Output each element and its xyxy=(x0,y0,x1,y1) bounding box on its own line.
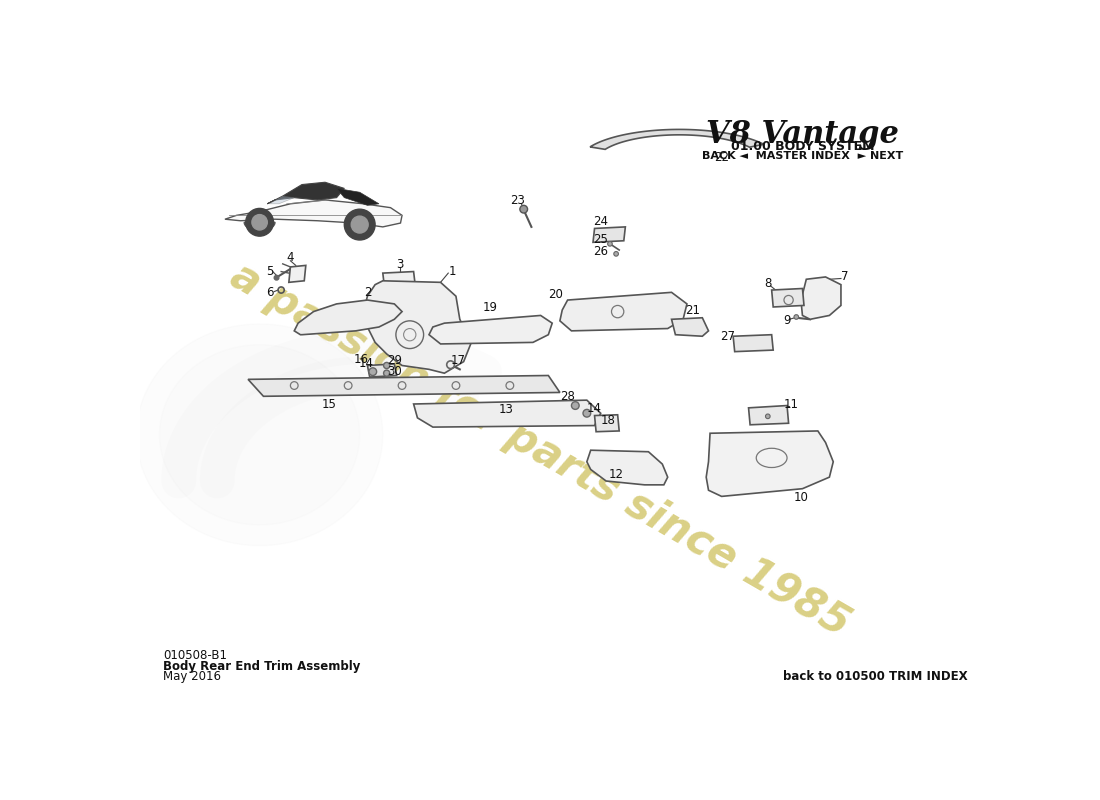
Circle shape xyxy=(607,242,613,246)
Text: 24: 24 xyxy=(593,215,608,228)
Circle shape xyxy=(583,410,591,417)
Text: 21: 21 xyxy=(685,303,701,317)
Text: a passion for parts since 1985: a passion for parts since 1985 xyxy=(223,255,858,646)
Polygon shape xyxy=(249,375,560,396)
Polygon shape xyxy=(267,182,344,204)
Text: 20: 20 xyxy=(549,288,563,301)
Circle shape xyxy=(351,216,369,233)
Text: 27: 27 xyxy=(720,330,735,342)
Circle shape xyxy=(384,370,389,376)
Polygon shape xyxy=(706,431,834,496)
Text: 8: 8 xyxy=(764,278,771,290)
Polygon shape xyxy=(801,277,842,319)
Text: 01.00 BODY SYSTEM: 01.00 BODY SYSTEM xyxy=(730,140,875,153)
Polygon shape xyxy=(136,324,383,546)
Circle shape xyxy=(245,209,274,236)
Polygon shape xyxy=(295,300,403,334)
Circle shape xyxy=(384,362,389,369)
Circle shape xyxy=(520,206,528,213)
Circle shape xyxy=(571,402,579,410)
Polygon shape xyxy=(560,292,686,331)
Polygon shape xyxy=(593,227,625,242)
Polygon shape xyxy=(594,414,619,432)
Text: back to 010500 TRIM INDEX: back to 010500 TRIM INDEX xyxy=(783,670,968,683)
Polygon shape xyxy=(749,406,789,425)
Text: 16: 16 xyxy=(354,353,368,366)
Circle shape xyxy=(252,214,267,230)
Polygon shape xyxy=(337,188,378,206)
Text: 6: 6 xyxy=(266,286,274,299)
Polygon shape xyxy=(383,271,418,306)
Text: 5: 5 xyxy=(266,265,273,278)
Polygon shape xyxy=(367,364,397,377)
Text: 3: 3 xyxy=(396,258,404,271)
Polygon shape xyxy=(590,130,763,150)
Polygon shape xyxy=(270,196,295,204)
Text: 14: 14 xyxy=(359,357,373,370)
Text: 4: 4 xyxy=(287,251,294,264)
Text: 30: 30 xyxy=(387,365,402,378)
Text: 28: 28 xyxy=(560,390,575,403)
Text: 13: 13 xyxy=(498,403,514,416)
Text: 7: 7 xyxy=(842,270,848,283)
Text: 25: 25 xyxy=(593,233,608,246)
Text: V8 Vantage: V8 Vantage xyxy=(706,119,899,150)
Text: 23: 23 xyxy=(510,194,525,207)
Polygon shape xyxy=(289,266,306,282)
Text: 9: 9 xyxy=(783,314,791,327)
Polygon shape xyxy=(244,222,275,230)
Polygon shape xyxy=(587,450,668,485)
Polygon shape xyxy=(385,306,395,319)
Text: BACK ◄  MASTER INDEX  ► NEXT: BACK ◄ MASTER INDEX ► NEXT xyxy=(702,151,903,162)
Polygon shape xyxy=(414,400,601,427)
Polygon shape xyxy=(671,318,708,336)
Circle shape xyxy=(368,368,376,375)
Polygon shape xyxy=(772,289,804,307)
Text: 10: 10 xyxy=(793,491,808,505)
Polygon shape xyxy=(733,334,773,352)
Text: 22: 22 xyxy=(714,151,729,164)
Text: 14: 14 xyxy=(587,402,602,415)
Polygon shape xyxy=(429,315,552,344)
Circle shape xyxy=(794,314,799,319)
Text: Body Rear End Trim Assembly: Body Rear End Trim Assembly xyxy=(163,660,361,673)
Polygon shape xyxy=(224,200,403,227)
Text: 1: 1 xyxy=(449,265,455,278)
Text: 2: 2 xyxy=(364,286,371,299)
Text: 12: 12 xyxy=(608,468,624,482)
Text: 26: 26 xyxy=(593,245,608,258)
Polygon shape xyxy=(363,281,472,373)
Circle shape xyxy=(766,414,770,418)
Circle shape xyxy=(344,209,375,240)
Text: 11: 11 xyxy=(783,398,799,410)
Text: 010508-B1: 010508-B1 xyxy=(163,649,228,662)
Text: 29: 29 xyxy=(387,354,402,367)
Text: 19: 19 xyxy=(483,302,498,314)
Text: May 2016: May 2016 xyxy=(163,670,221,683)
Circle shape xyxy=(614,251,618,256)
Circle shape xyxy=(274,275,278,280)
Text: 18: 18 xyxy=(601,414,616,427)
Text: 17: 17 xyxy=(451,354,465,366)
Text: 15: 15 xyxy=(321,398,337,410)
